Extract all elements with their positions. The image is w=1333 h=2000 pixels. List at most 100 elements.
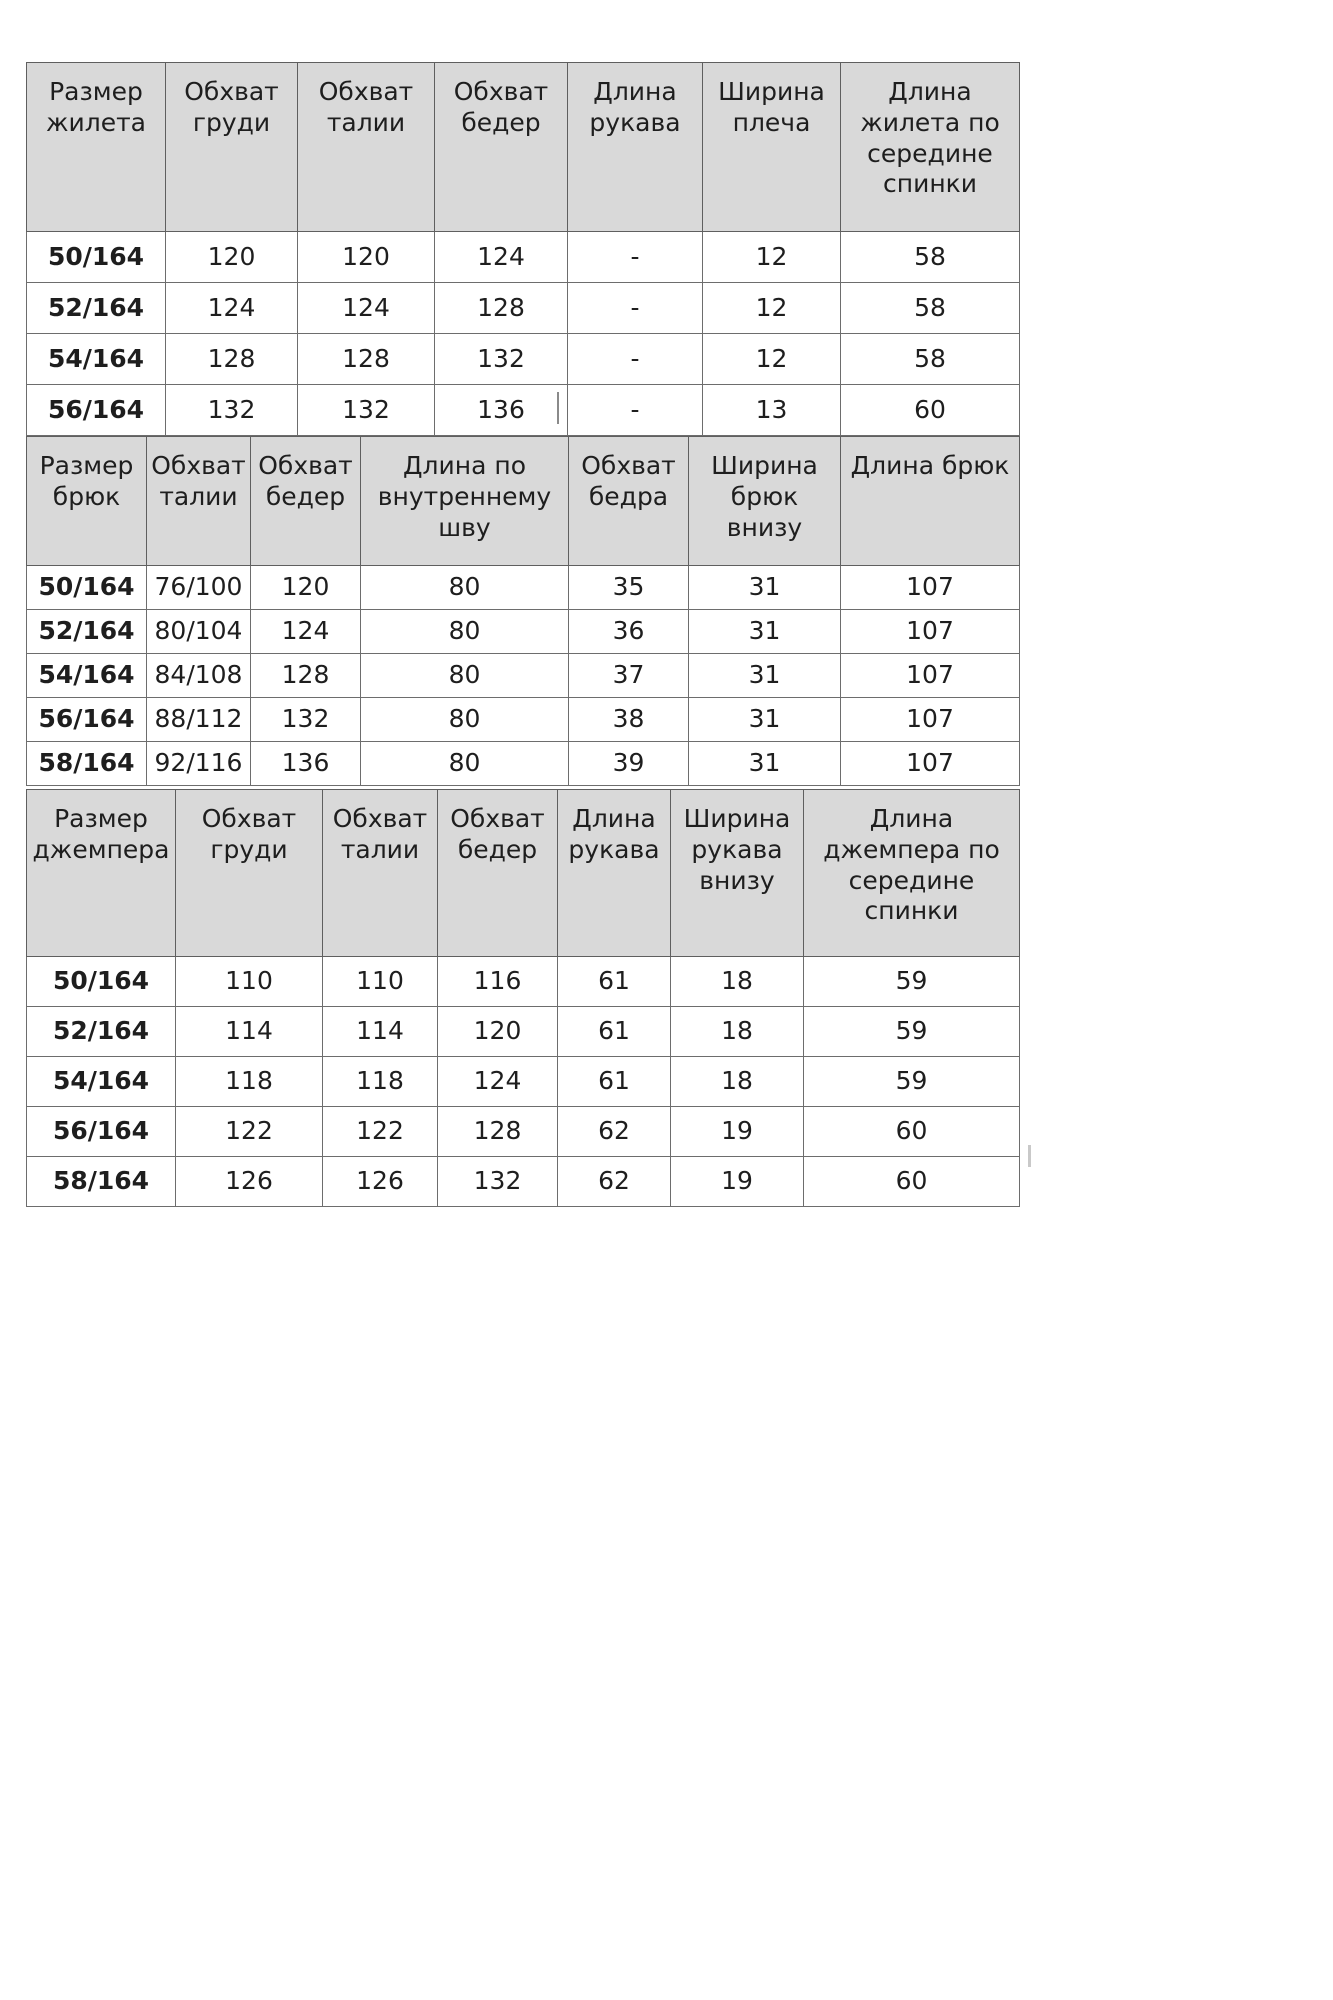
cell-hips: 128 bbox=[434, 282, 568, 334]
cell-pants-length: 107 bbox=[840, 609, 1020, 654]
column-header-sleeve: Длина рукава bbox=[557, 789, 671, 957]
column-header-thigh: Обхват бедра bbox=[568, 436, 689, 566]
cell-pants-length: 107 bbox=[840, 653, 1020, 698]
scan-artifact-edge-mark bbox=[1028, 1145, 1031, 1167]
column-header-shoulder: Ширина плеча bbox=[702, 62, 841, 232]
pants-table-head: Размер брюк Обхват талии Обхват бедер Дл… bbox=[26, 436, 1020, 566]
cell-size: 56/164 bbox=[26, 384, 166, 436]
cell-waist: 88/112 bbox=[146, 697, 251, 742]
cell-hips: 136 bbox=[250, 741, 361, 786]
table-row: 58/164 126 126 132 62 19 60 bbox=[26, 1156, 1020, 1207]
cell-hips: 124 bbox=[250, 609, 361, 654]
cell-back-length: 59 bbox=[803, 956, 1020, 1007]
cell-hips: 128 bbox=[437, 1106, 558, 1157]
column-header-waist: Обхват талии bbox=[146, 436, 251, 566]
column-header-hips: Обхват бедер bbox=[437, 789, 558, 957]
cell-inseam: 80 bbox=[360, 697, 569, 742]
cell-back-length: 58 bbox=[840, 333, 1020, 385]
cell-pants-length: 107 bbox=[840, 697, 1020, 742]
cell-sleeve: - bbox=[567, 384, 703, 436]
table-row: 54/164 128 128 132 - 12 58 bbox=[26, 333, 1020, 385]
table-row: 56/164 122 122 128 62 19 60 bbox=[26, 1106, 1020, 1157]
table-row: 58/164 92/116 136 80 39 31 107 bbox=[26, 741, 1020, 786]
table-row: 52/164 124 124 128 - 12 58 bbox=[26, 282, 1020, 334]
cell-leg-opening: 31 bbox=[688, 609, 841, 654]
cell-hips: 128 bbox=[250, 653, 361, 698]
cell-size: 58/164 bbox=[26, 1156, 176, 1207]
cell-cuff-width: 19 bbox=[670, 1106, 804, 1157]
column-header-size: Размер брюк bbox=[26, 436, 147, 566]
cell-size: 54/164 bbox=[26, 333, 166, 385]
cell-waist: 132 bbox=[297, 384, 435, 436]
cell-cuff-width: 18 bbox=[670, 1056, 804, 1107]
table-row: 56/164 88/112 132 80 38 31 107 bbox=[26, 697, 1020, 742]
cell-waist: 124 bbox=[297, 282, 435, 334]
cell-sleeve: 62 bbox=[557, 1156, 671, 1207]
cell-size: 52/164 bbox=[26, 282, 166, 334]
table-header-row: Размер джемпера Обхват груди Обхват тали… bbox=[26, 789, 1020, 957]
table-row: 50/164 120 120 124 - 12 58 bbox=[26, 231, 1020, 283]
pants-table-body: 50/164 76/100 120 80 35 31 107 52/164 80… bbox=[26, 565, 1020, 786]
table-row: 52/164 114 114 120 61 18 59 bbox=[26, 1006, 1020, 1057]
cell-waist: 126 bbox=[322, 1156, 438, 1207]
column-header-leg-opening: Ширина брюк внизу bbox=[688, 436, 841, 566]
cell-shoulder: 13 bbox=[702, 384, 841, 436]
cell-hips: 120 bbox=[250, 565, 361, 610]
cell-thigh: 37 bbox=[568, 653, 689, 698]
cell-size: 56/164 bbox=[26, 697, 147, 742]
column-header-size: Размер джемпера bbox=[26, 789, 176, 957]
cell-back-length: 60 bbox=[840, 384, 1020, 436]
table-header-row: Размер брюк Обхват талии Обхват бедер Дл… bbox=[26, 436, 1020, 566]
cell-waist: 92/116 bbox=[146, 741, 251, 786]
cell-pants-length: 107 bbox=[840, 741, 1020, 786]
cell-thigh: 39 bbox=[568, 741, 689, 786]
cell-sleeve: 61 bbox=[557, 1056, 671, 1107]
cell-chest: 120 bbox=[165, 231, 298, 283]
cell-inseam: 80 bbox=[360, 609, 569, 654]
cell-cuff-width: 19 bbox=[670, 1156, 804, 1207]
cell-thigh: 38 bbox=[568, 697, 689, 742]
cell-hips: 132 bbox=[437, 1156, 558, 1207]
table-row: 50/164 76/100 120 80 35 31 107 bbox=[26, 565, 1020, 610]
cell-back-length: 60 bbox=[803, 1156, 1020, 1207]
cell-sleeve: - bbox=[567, 333, 703, 385]
cell-waist: 120 bbox=[297, 231, 435, 283]
table-row: 52/164 80/104 124 80 36 31 107 bbox=[26, 609, 1020, 654]
table-row: 54/164 118 118 124 61 18 59 bbox=[26, 1056, 1020, 1107]
column-header-pants-length: Длина брюк bbox=[840, 436, 1020, 566]
cell-size: 54/164 bbox=[26, 1056, 176, 1107]
cell-size: 50/164 bbox=[26, 956, 176, 1007]
cell-chest: 114 bbox=[175, 1006, 323, 1057]
cell-size: 50/164 bbox=[26, 231, 166, 283]
cell-inseam: 80 bbox=[360, 653, 569, 698]
cell-size: 58/164 bbox=[26, 741, 147, 786]
cell-waist: 76/100 bbox=[146, 565, 251, 610]
cell-size: 50/164 bbox=[26, 565, 147, 610]
cell-size: 52/164 bbox=[26, 609, 147, 654]
cell-leg-opening: 31 bbox=[688, 697, 841, 742]
cell-sleeve: 62 bbox=[557, 1106, 671, 1157]
cell-waist: 114 bbox=[322, 1006, 438, 1057]
cell-sleeve: 61 bbox=[557, 1006, 671, 1057]
cell-sleeve: 61 bbox=[557, 956, 671, 1007]
cell-chest: 118 bbox=[175, 1056, 323, 1107]
cell-leg-opening: 31 bbox=[688, 565, 841, 610]
cell-size: 52/164 bbox=[26, 1006, 176, 1057]
column-header-sleeve: Длина рукава bbox=[567, 62, 703, 232]
cell-back-length: 59 bbox=[803, 1006, 1020, 1057]
cell-inseam: 80 bbox=[360, 741, 569, 786]
cell-waist: 110 bbox=[322, 956, 438, 1007]
cell-waist: 118 bbox=[322, 1056, 438, 1107]
cell-shoulder: 12 bbox=[702, 282, 841, 334]
cell-hips: 132 bbox=[434, 333, 568, 385]
cell-shoulder: 12 bbox=[702, 231, 841, 283]
cell-sleeve: - bbox=[567, 231, 703, 283]
column-header-cuff-width: Ширина рукава внизу bbox=[670, 789, 804, 957]
cell-waist: 80/104 bbox=[146, 609, 251, 654]
cell-hips: 120 bbox=[437, 1006, 558, 1057]
cell-back-length: 59 bbox=[803, 1056, 1020, 1107]
cell-pants-length: 107 bbox=[840, 565, 1020, 610]
cell-thigh: 36 bbox=[568, 609, 689, 654]
cell-cuff-width: 18 bbox=[670, 956, 804, 1007]
pants-size-table: Размер брюк Обхват талии Обхват бедер Дл… bbox=[26, 436, 1020, 786]
